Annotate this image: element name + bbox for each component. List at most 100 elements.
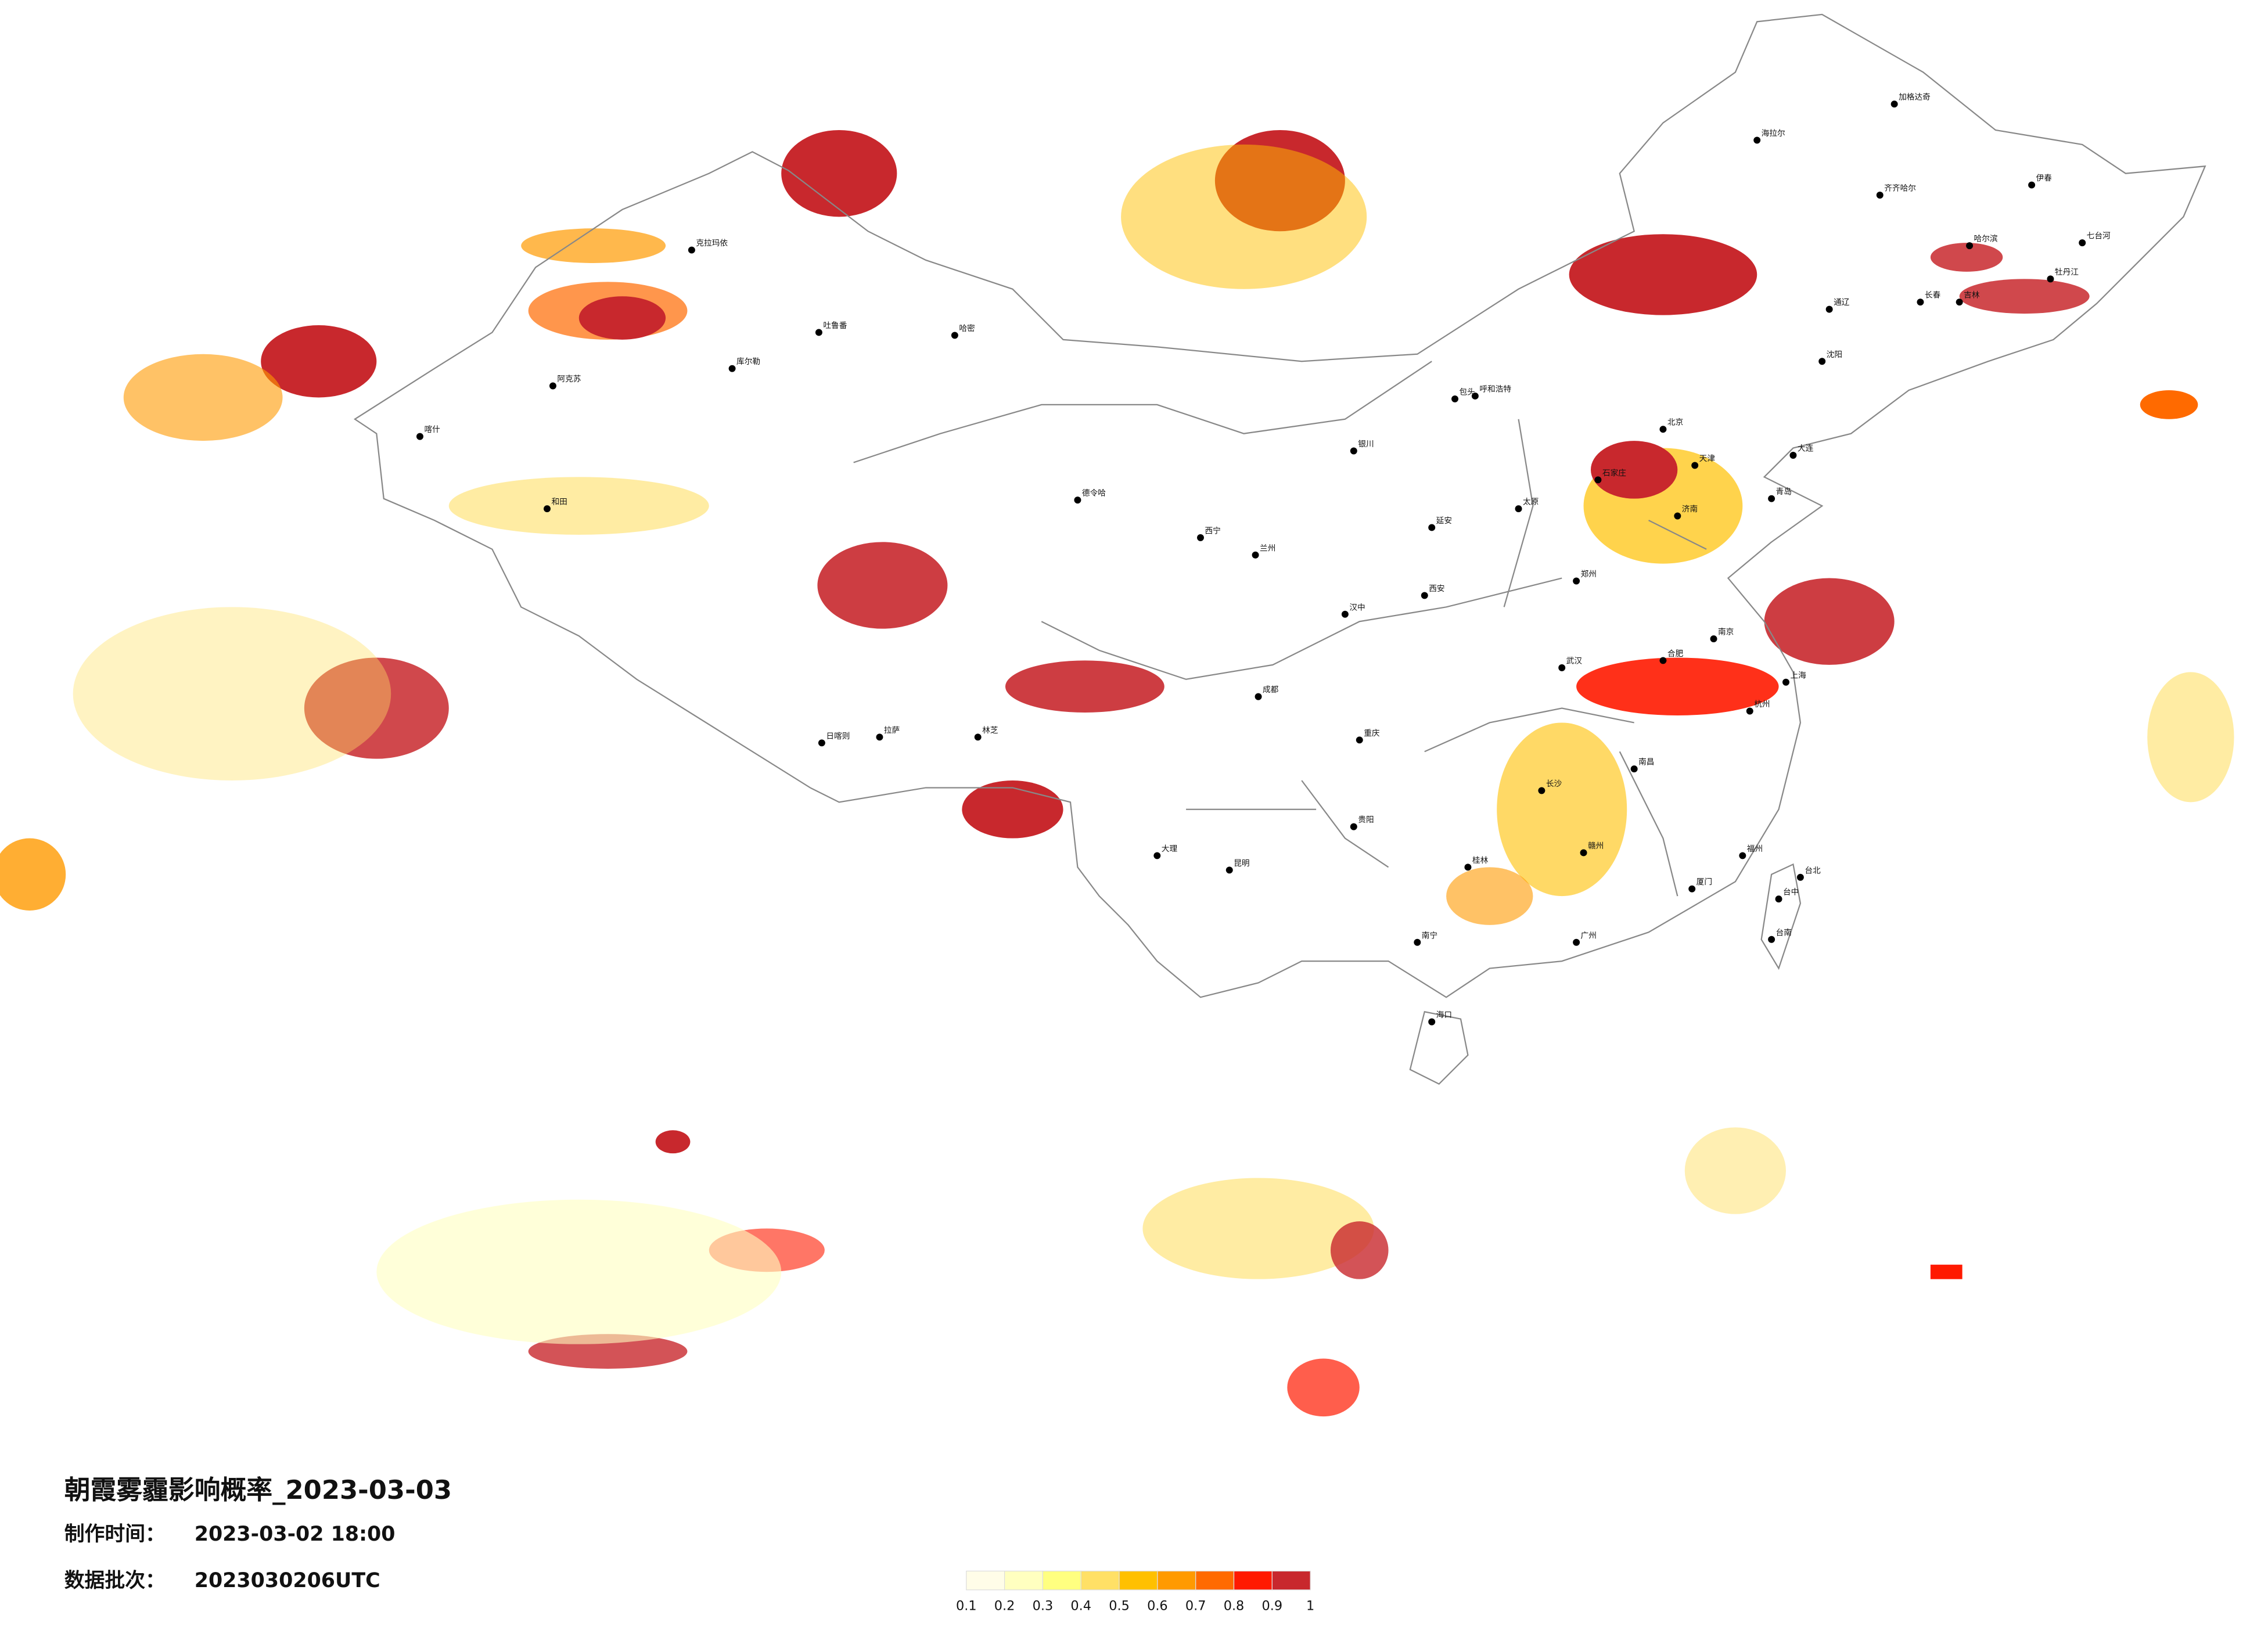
- legend-tick-label: 0.6: [1147, 1599, 1168, 1614]
- city-dot: [1515, 505, 1522, 513]
- city-label: 吉林: [1964, 291, 1980, 300]
- city-label: 伊春: [2036, 174, 2053, 183]
- legend: 0.1 0.2 0.3 0.4 0.5 0.6 0.7 0.8 0.9 1: [956, 1570, 1314, 1614]
- city-dot: [1630, 765, 1638, 773]
- city-label: 克拉玛依: [696, 239, 728, 248]
- city-label: 拉萨: [884, 726, 900, 735]
- city-label: 加格达奇: [1899, 92, 1931, 102]
- city-label: 南昌: [1638, 758, 1654, 767]
- city-dot: [818, 739, 825, 747]
- city-label: 桂林: [1472, 856, 1489, 865]
- city-label: 银川: [1358, 440, 1374, 449]
- legend-swatch: [1195, 1570, 1235, 1591]
- city-dot: [1451, 395, 1459, 402]
- legend-tick-label: 1: [1306, 1599, 1314, 1614]
- city-dot: [1153, 852, 1161, 859]
- legend-tick-label: 0.4: [1070, 1599, 1091, 1614]
- city-label: 福州: [1747, 844, 1763, 854]
- city-dot: [1688, 885, 1696, 893]
- city-label: 阿克苏: [557, 375, 581, 384]
- made-time: 2023-03-02 18:00: [195, 1523, 396, 1546]
- city-dot: [1876, 192, 1884, 199]
- made-label: 制作时间：: [64, 1523, 166, 1546]
- city-dot: [1421, 592, 1428, 599]
- city-dot: [1789, 452, 1797, 459]
- legend-swatch: [1233, 1570, 1273, 1591]
- city-label: 天津: [1699, 454, 1716, 463]
- city-label: 杭州: [1754, 700, 1770, 709]
- city-dot: [1753, 136, 1761, 144]
- city-dot: [1197, 534, 1204, 541]
- city-dot: [1890, 100, 1898, 108]
- city-label: 上海: [1790, 671, 1806, 680]
- city-dot: [1917, 298, 1924, 306]
- city-dot: [728, 365, 736, 372]
- city-label: 台北: [1805, 866, 1821, 875]
- city-dot: [1739, 852, 1746, 859]
- city-dot: [1252, 551, 1259, 559]
- city-label: 大连: [1798, 444, 1814, 454]
- city-dot: [1350, 823, 1357, 830]
- city-label: 哈密: [959, 323, 975, 333]
- city-dot: [2079, 239, 2086, 247]
- city-dot: [974, 733, 982, 741]
- city-label: 武汉: [1566, 656, 1583, 665]
- legend-swatch: [1119, 1570, 1158, 1591]
- city-label: 呼和浩特: [1479, 384, 1511, 394]
- city-label: 台南: [1776, 928, 1792, 937]
- city-dot: [1538, 787, 1545, 794]
- city-dot: [1796, 873, 1804, 881]
- city-dot: [951, 332, 958, 339]
- city-label: 成都: [1263, 685, 1279, 695]
- city-dot: [1428, 524, 1436, 531]
- city-dot: [815, 329, 822, 336]
- city-dot: [1573, 577, 1580, 585]
- legend-swatch: [1271, 1570, 1311, 1591]
- city-dot: [1074, 497, 1081, 504]
- city-dot: [1573, 938, 1580, 946]
- city-label: 贵阳: [1358, 815, 1374, 825]
- city-label: 七台河: [2087, 232, 2111, 241]
- batch: 2023030206UTC: [195, 1569, 380, 1592]
- city-dot: [416, 433, 423, 440]
- city-label: 牡丹江: [2055, 268, 2079, 277]
- city-dot: [1775, 895, 1782, 903]
- city-label: 德令哈: [1082, 489, 1106, 498]
- city-label: 海口: [1436, 1010, 1452, 1020]
- city-dot: [1594, 476, 1602, 484]
- borders: [353, 13, 2206, 1085]
- legend-tick-label: 0.7: [1185, 1599, 1206, 1614]
- city-label: 喀什: [424, 425, 440, 434]
- city-label: 广州: [1581, 931, 1597, 940]
- city-label: 北京: [1667, 418, 1683, 427]
- legend-swatch: [1004, 1570, 1044, 1591]
- legend-tick-label: 0.8: [1224, 1599, 1245, 1614]
- legend-tick-label: 0.2: [994, 1599, 1015, 1614]
- city-label: 通辽: [1834, 298, 1850, 307]
- city-dot: [1659, 426, 1667, 433]
- city-dot: [1768, 495, 1775, 502]
- legend-tick-label: 0.3: [1033, 1599, 1054, 1614]
- city-dot: [1768, 936, 1775, 943]
- city-label: 重庆: [1364, 729, 1380, 738]
- city-label: 长沙: [1546, 779, 1562, 789]
- city-dot: [1825, 305, 1833, 313]
- city-label: 昆明: [1234, 859, 1249, 868]
- city-dot: [1966, 242, 1974, 250]
- city-dot: [1356, 736, 1363, 744]
- city-label: 长春: [1925, 291, 1941, 300]
- city-dot: [1558, 664, 1566, 671]
- legend-tick-label: 0.1: [956, 1599, 977, 1614]
- city-dot: [1350, 447, 1357, 455]
- legend-tick-label: 0.5: [1109, 1599, 1130, 1614]
- city-label: 太原: [1523, 498, 1539, 507]
- city-label: 南宁: [1422, 930, 1437, 940]
- city-label: 哈尔滨: [1974, 235, 1998, 244]
- city-label: 和田: [551, 498, 567, 507]
- city-dot: [688, 246, 695, 254]
- legend-swatch: [1080, 1570, 1120, 1591]
- city-label: 汉中: [1349, 603, 1365, 612]
- legend-swatch: [1042, 1570, 1081, 1591]
